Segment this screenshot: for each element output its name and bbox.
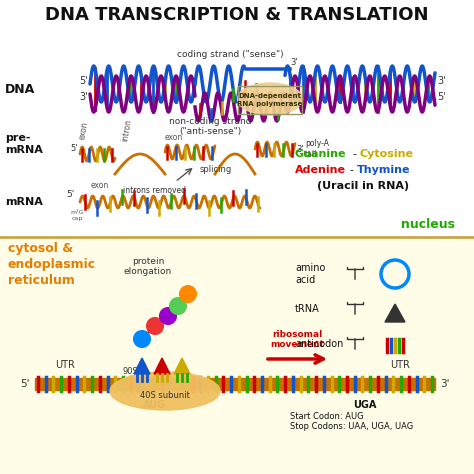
Ellipse shape [237, 83, 302, 115]
Text: cytosol &
endoplasmic
reticulum: cytosol & endoplasmic reticulum [8, 242, 96, 287]
Text: 3': 3' [296, 145, 304, 154]
Text: DNA-dependent
RNA polymerase: DNA-dependent RNA polymerase [237, 93, 303, 107]
Polygon shape [134, 358, 150, 374]
Ellipse shape [110, 372, 220, 410]
Text: DNA: DNA [5, 82, 35, 95]
Circle shape [160, 308, 176, 324]
Text: exon: exon [165, 133, 183, 142]
Text: 3': 3' [79, 92, 88, 102]
Text: 5': 5' [67, 190, 75, 199]
Text: mRNA: mRNA [5, 197, 43, 207]
Text: pre-
mRNA: pre- mRNA [5, 133, 43, 155]
Text: Adenine: Adenine [295, 165, 346, 175]
Text: ribosomal
movement: ribosomal movement [270, 329, 324, 349]
Text: poly-A
tail: poly-A tail [305, 139, 329, 159]
Text: amino
acid: amino acid [295, 263, 325, 285]
Text: AUG: AUG [144, 400, 166, 410]
Text: 3': 3' [440, 379, 449, 389]
Text: DNA TRANSCRIPTION & TRANSLATION: DNA TRANSCRIPTION & TRANSLATION [45, 6, 429, 24]
Circle shape [180, 286, 196, 302]
Text: 5': 5' [437, 92, 446, 102]
Text: UGA: UGA [353, 400, 377, 410]
Text: tRNA: tRNA [295, 304, 320, 314]
Text: introns removed: introns removed [124, 186, 186, 195]
Text: nucleus: nucleus [401, 218, 455, 230]
Polygon shape [154, 358, 170, 374]
Bar [0, 237, 474, 474]
Text: protein
elongation: protein elongation [124, 256, 172, 276]
Text: (Uracil in RNA): (Uracil in RNA) [317, 181, 409, 191]
Text: UTR: UTR [55, 360, 75, 370]
Text: 5': 5' [79, 76, 88, 86]
Text: Start Codon: AUG: Start Codon: AUG [290, 412, 364, 421]
Text: -: - [353, 149, 361, 159]
Text: 3': 3' [290, 58, 298, 67]
Text: exon: exon [78, 120, 90, 140]
Text: UTR: UTR [390, 360, 410, 370]
Text: Cytosine: Cytosine [360, 149, 414, 159]
Text: non-coding strand
("anti-sense"): non-coding strand ("anti-sense") [169, 117, 251, 137]
Text: 90S: 90S [122, 367, 138, 376]
Text: Guanine: Guanine [295, 149, 346, 159]
Text: Stop Codons: UAA, UGA, UAG: Stop Codons: UAA, UGA, UAG [290, 422, 413, 431]
Text: 5': 5' [71, 144, 78, 153]
Bar [35, 378, 435, 390]
Text: m⁷G
cap: m⁷G cap [70, 210, 84, 221]
Polygon shape [174, 358, 190, 374]
Text: intron: intron [120, 118, 133, 142]
Circle shape [147, 318, 163, 334]
Text: -: - [350, 165, 357, 175]
Text: coding strand ("sense"): coding strand ("sense") [177, 50, 283, 59]
Bar [238, 86, 302, 114]
Circle shape [170, 298, 186, 314]
Text: 3': 3' [437, 76, 446, 86]
Text: 5': 5' [20, 379, 30, 389]
Circle shape [134, 331, 150, 347]
Text: splicing: splicing [200, 164, 232, 173]
Text: Thymine: Thymine [357, 165, 410, 175]
Bar [0, 0, 474, 237]
Polygon shape [385, 304, 405, 322]
Text: 40S subunit: 40S subunit [140, 392, 190, 401]
Text: anticodon: anticodon [295, 339, 343, 349]
Text: exon: exon [91, 181, 109, 190]
